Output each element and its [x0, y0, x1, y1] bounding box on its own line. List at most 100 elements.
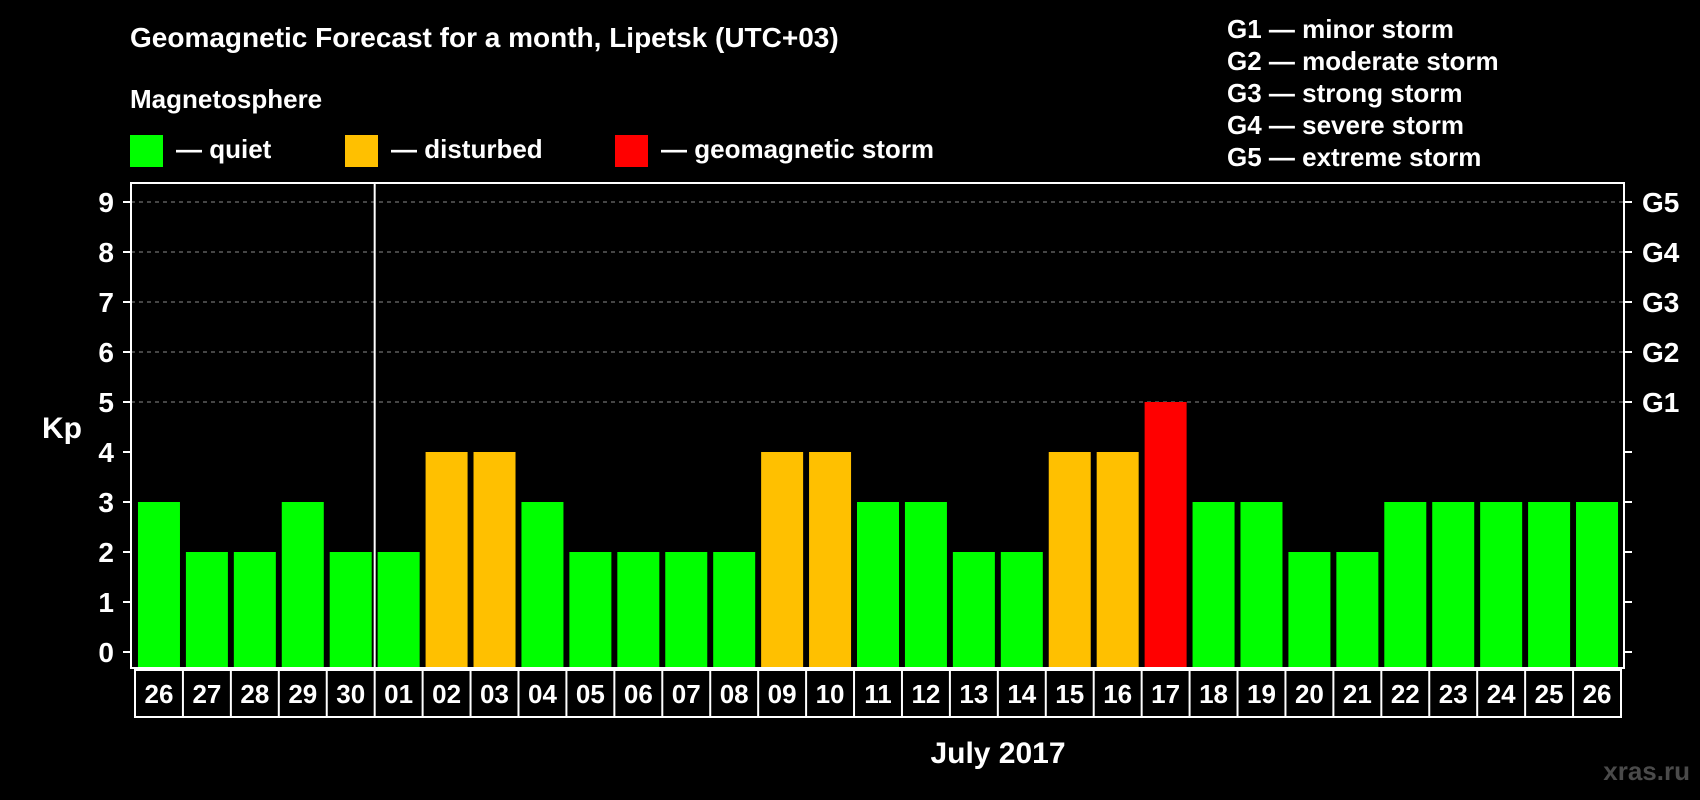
date-label: 14: [1007, 679, 1036, 709]
bar: [857, 502, 899, 668]
bar: [1192, 502, 1235, 668]
date-label: 15: [1055, 679, 1084, 709]
legend-title: Magnetosphere: [130, 84, 322, 114]
storm-level-tick-label: G2: [1642, 337, 1679, 368]
date-label: 06: [624, 679, 653, 709]
storm-level-tick-label: G4: [1642, 237, 1680, 268]
storm-level-item: G4 — severe storm: [1227, 110, 1464, 140]
date-row-frame: [134, 669, 1622, 718]
bar: [1240, 502, 1283, 668]
legend-label: — geomagnetic storm: [661, 134, 934, 164]
bar: [1048, 452, 1091, 668]
bar: [904, 502, 947, 668]
watermark: xras.ru: [1603, 756, 1690, 786]
bar: [185, 552, 228, 668]
y-tick-label: 0: [98, 637, 114, 668]
storm-level-tick-label: G5: [1642, 187, 1679, 218]
bar: [233, 552, 276, 668]
bar: [377, 552, 420, 668]
bar: [1336, 552, 1379, 668]
bar: [1144, 402, 1187, 668]
date-label: 08: [720, 679, 749, 709]
date-label: 13: [959, 679, 988, 709]
plot-frame: [130, 182, 1625, 669]
y-tick-label: 4: [98, 437, 114, 468]
date-label: 26: [1583, 679, 1612, 709]
bar: [1576, 502, 1619, 668]
date-label: 05: [576, 679, 605, 709]
legend: — quiet — disturbed — geomagnetic storm: [130, 134, 934, 167]
y-tick-label: 1: [98, 587, 114, 618]
date-label: 26: [145, 679, 174, 709]
bar: [665, 552, 708, 668]
date-label: 24: [1487, 679, 1516, 709]
bar: [761, 452, 804, 668]
bar: [569, 552, 612, 668]
bar: [137, 502, 180, 668]
bar: [473, 452, 516, 668]
bar: [1000, 552, 1043, 668]
date-label: 27: [192, 679, 221, 709]
y-tick-label: 2: [98, 537, 114, 568]
date-label: 03: [480, 679, 509, 709]
legend-label: — quiet: [176, 134, 272, 164]
chart-title: Geomagnetic Forecast for a month, Lipets…: [130, 22, 839, 53]
date-labels: 26 27 28 29 30 01 02 03 04 05 06 07 08 09 10 11 12 13 14 15…: [134, 669, 1622, 718]
date-label: 09: [768, 679, 797, 709]
legend-swatch: [615, 135, 648, 167]
bar: [952, 552, 995, 668]
storm-level-item: G2 — moderate storm: [1227, 46, 1499, 76]
storm-level-item: G3 — strong storm: [1227, 78, 1462, 108]
bar: [1096, 452, 1139, 668]
y-tick-label: 8: [98, 237, 114, 268]
bar: [329, 552, 372, 668]
legend-label: — disturbed: [391, 134, 543, 164]
bar: [1384, 502, 1427, 668]
date-label: 17: [1151, 679, 1180, 709]
bar: [1432, 502, 1475, 668]
y-tick-label: 5: [98, 387, 114, 418]
y-axis-label: Kp: [42, 412, 82, 445]
storm-level-tick-label: G3: [1642, 287, 1679, 318]
date-label: 11: [864, 679, 892, 709]
date-label: 30: [336, 679, 365, 709]
storm-level-item: G5 — extreme storm: [1227, 142, 1481, 172]
bar: [281, 502, 324, 668]
date-label: 01: [384, 679, 413, 709]
date-label: 04: [528, 679, 557, 709]
date-label: 10: [816, 679, 845, 709]
bar: [1480, 502, 1523, 668]
date-label: 02: [432, 679, 461, 709]
bar: [425, 452, 468, 668]
date-label: 12: [911, 679, 940, 709]
bar: [1288, 552, 1331, 668]
x-axis-label: July 2017: [930, 737, 1065, 770]
date-label: 29: [288, 679, 317, 709]
y-axis-right: G1 G2 G3 G4 G5: [1624, 187, 1680, 653]
y-tick-label: 9: [98, 187, 114, 218]
bar: [617, 552, 660, 668]
date-label: 20: [1295, 679, 1324, 709]
y-tick-label: 6: [98, 337, 114, 368]
date-label: 21: [1343, 679, 1372, 709]
date-label: 28: [240, 679, 269, 709]
bar: [713, 552, 756, 668]
gridlines: [131, 201, 1624, 403]
date-label: 18: [1199, 679, 1228, 709]
bar: [809, 452, 852, 668]
date-label: 19: [1247, 679, 1276, 709]
y-tick-label: 7: [98, 287, 114, 318]
bar: [1528, 502, 1571, 668]
date-label: 22: [1391, 679, 1420, 709]
date-label: 23: [1439, 679, 1468, 709]
bar: [521, 502, 564, 668]
date-label: 25: [1535, 679, 1564, 709]
storm-level-item: G1 — minor storm: [1227, 14, 1454, 44]
y-axis-left: 0 1 2 3 4 5 6 7 8 9: [98, 187, 131, 668]
bars: [137, 402, 1619, 668]
date-label: 07: [672, 679, 701, 709]
date-label: 16: [1103, 679, 1132, 709]
y-tick-label: 3: [98, 487, 114, 518]
